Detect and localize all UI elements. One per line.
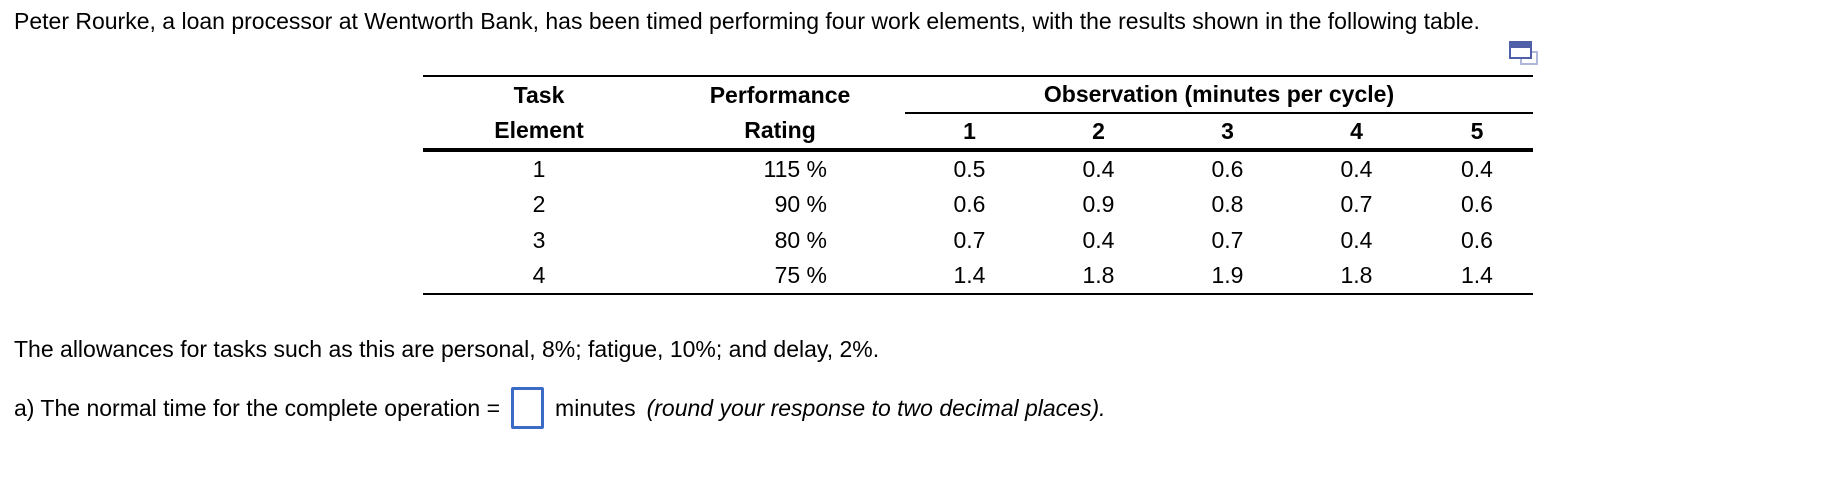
table-row: 4 75 % 1.4 1.8 1.9 1.8 1.4 bbox=[423, 258, 1533, 294]
cell-observation: 0.5 bbox=[953, 155, 986, 182]
table-header-row-1: Task Performance Observation (minutes pe… bbox=[423, 76, 1533, 114]
table-row: 1 115 % 0.5 0.4 0.6 0.4 0.4 bbox=[423, 150, 1533, 186]
cell-performance-rating: 75 % bbox=[774, 262, 827, 288]
cell-observation: 1.4 bbox=[1461, 262, 1493, 288]
header-obs-5: 5 bbox=[1421, 113, 1533, 152]
header-rating-line2: Rating bbox=[655, 113, 905, 152]
cell-observation: 0.4 bbox=[1082, 226, 1115, 253]
cell-task-element: 2 bbox=[532, 190, 546, 217]
allowances-text: The allowances for tasks such as this ar… bbox=[14, 336, 880, 362]
table-row: 3 80 % 0.7 0.4 0.7 0.4 0.6 bbox=[423, 222, 1533, 258]
part-a-row: a) The normal time for the complete oper… bbox=[14, 384, 1106, 432]
cell-task-element: 3 bbox=[532, 226, 546, 253]
cell-observation: 0.7 bbox=[1211, 226, 1244, 253]
cell-observation: 0.4 bbox=[1340, 155, 1373, 182]
header-obs-1: 1 bbox=[905, 113, 1034, 152]
problem-intro-text: Peter Rourke, a loan processor at Wentwo… bbox=[14, 8, 1480, 34]
cell-observation: 0.8 bbox=[1211, 190, 1244, 217]
cell-performance-rating: 90 % bbox=[774, 190, 827, 217]
work-elements-table: Task Performance Observation (minutes pe… bbox=[423, 75, 1533, 295]
cell-observation: 0.4 bbox=[1340, 226, 1373, 253]
cell-observation: 0.7 bbox=[953, 226, 986, 253]
popout-icon-front-window bbox=[1509, 41, 1532, 59]
header-observation-group: Observation (minutes per cycle) bbox=[905, 76, 1533, 114]
cell-observation: 0.6 bbox=[1211, 155, 1244, 182]
cell-observation: 0.7 bbox=[1340, 190, 1373, 217]
header-task-line2: Element bbox=[423, 113, 655, 152]
cell-performance-rating: 115 % bbox=[763, 155, 827, 182]
cell-task-element: 1 bbox=[532, 155, 546, 182]
header-obs-2: 2 bbox=[1034, 113, 1163, 152]
cell-observation: 0.6 bbox=[1461, 190, 1493, 217]
cell-observation: 0.6 bbox=[1461, 226, 1493, 253]
cell-observation: 1.9 bbox=[1211, 262, 1244, 288]
header-obs-4: 4 bbox=[1292, 113, 1421, 152]
header-task-line1: Task bbox=[513, 81, 565, 108]
cell-observation: 1.8 bbox=[1082, 262, 1115, 288]
cell-performance-rating: 80 % bbox=[774, 226, 827, 253]
rounding-instruction-text: (round your response to two decimal plac… bbox=[646, 394, 1106, 421]
header-rating-line1: Performance bbox=[709, 81, 851, 108]
cell-observation: 1.4 bbox=[953, 262, 986, 288]
cell-observation: 0.9 bbox=[1082, 190, 1115, 217]
popout-icon[interactable] bbox=[1509, 41, 1539, 67]
cell-task-element: 4 bbox=[532, 262, 546, 288]
part-a-prefix-text: a) The normal time for the complete oper… bbox=[14, 394, 501, 421]
part-a-unit-label: minutes bbox=[555, 394, 636, 421]
cell-observation: 0.4 bbox=[1082, 155, 1115, 182]
answer-input[interactable] bbox=[511, 387, 545, 429]
cell-observation: 0.4 bbox=[1461, 155, 1493, 182]
table-header-row-2: Element Rating 1 2 3 4 5 bbox=[423, 113, 1533, 152]
cell-observation: 0.6 bbox=[953, 190, 986, 217]
header-obs-3: 3 bbox=[1163, 113, 1292, 152]
cell-observation: 1.8 bbox=[1340, 262, 1373, 288]
table-row: 2 90 % 0.6 0.9 0.8 0.7 0.6 bbox=[423, 186, 1533, 222]
